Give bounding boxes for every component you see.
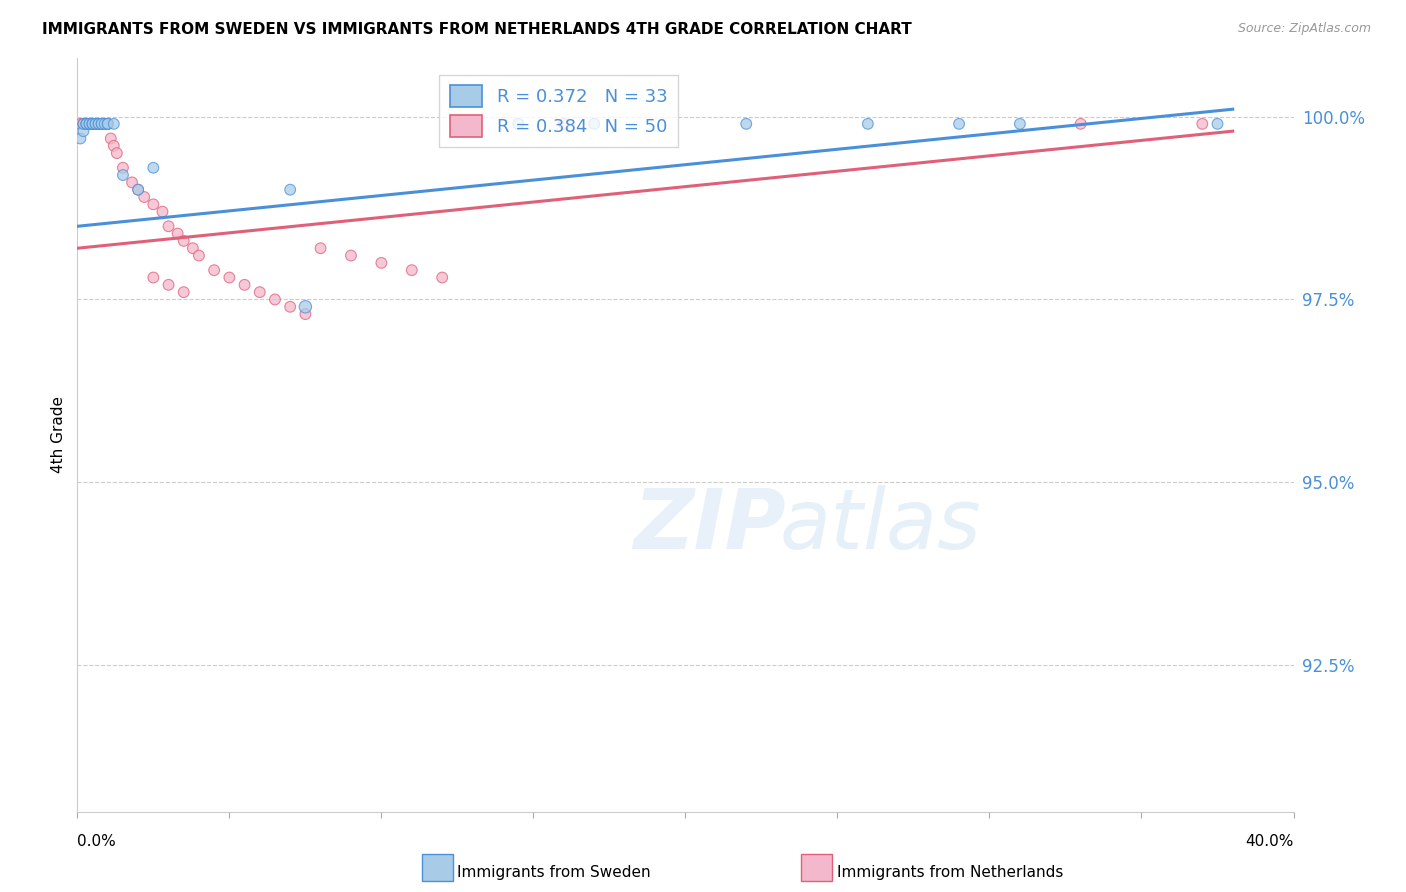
Point bbox=[79, 117, 101, 131]
Point bbox=[1191, 117, 1213, 131]
Point bbox=[103, 117, 125, 131]
Point bbox=[294, 300, 316, 314]
Point bbox=[90, 117, 112, 131]
Point bbox=[82, 117, 104, 131]
Point bbox=[249, 285, 271, 300]
Point bbox=[111, 168, 134, 182]
Y-axis label: 4th Grade: 4th Grade bbox=[51, 396, 66, 474]
Point bbox=[72, 124, 94, 138]
Point bbox=[84, 117, 107, 131]
Point bbox=[87, 117, 110, 131]
Point bbox=[134, 190, 156, 204]
Point bbox=[82, 117, 104, 131]
Point bbox=[72, 117, 94, 131]
Point bbox=[82, 117, 104, 131]
Point bbox=[264, 293, 287, 307]
Point bbox=[1070, 117, 1092, 131]
Point bbox=[948, 117, 970, 131]
Point bbox=[233, 277, 256, 292]
Point bbox=[72, 117, 94, 131]
Point bbox=[75, 117, 97, 131]
Point bbox=[142, 270, 165, 285]
Text: ZIP: ZIP bbox=[634, 484, 786, 566]
Point bbox=[401, 263, 423, 277]
Text: Immigrants from Netherlands: Immigrants from Netherlands bbox=[837, 865, 1063, 880]
Point bbox=[87, 117, 110, 131]
FancyBboxPatch shape bbox=[801, 854, 832, 881]
Point bbox=[735, 117, 758, 131]
Point bbox=[508, 117, 530, 131]
Point bbox=[202, 263, 225, 277]
Point bbox=[97, 117, 120, 131]
Point bbox=[127, 183, 149, 197]
Point bbox=[79, 117, 101, 131]
Point bbox=[370, 256, 392, 270]
FancyBboxPatch shape bbox=[422, 854, 453, 881]
Point bbox=[294, 307, 316, 321]
Point bbox=[1008, 117, 1031, 131]
Point bbox=[93, 117, 115, 131]
Text: atlas: atlas bbox=[779, 484, 981, 566]
Point bbox=[583, 117, 606, 131]
Point bbox=[432, 270, 454, 285]
Point bbox=[157, 219, 180, 234]
Point bbox=[278, 183, 301, 197]
Point bbox=[82, 117, 104, 131]
Point bbox=[127, 183, 149, 197]
Point bbox=[309, 241, 332, 255]
Point bbox=[553, 117, 575, 131]
Point bbox=[72, 117, 94, 131]
Point bbox=[218, 270, 240, 285]
Point bbox=[69, 117, 91, 131]
Point bbox=[157, 277, 180, 292]
Point bbox=[100, 131, 122, 145]
Point bbox=[97, 117, 120, 131]
Text: 0.0%: 0.0% bbox=[77, 834, 117, 848]
Point bbox=[166, 227, 188, 241]
Point bbox=[90, 117, 112, 131]
Point bbox=[103, 138, 125, 153]
Point bbox=[69, 131, 91, 145]
Point bbox=[340, 249, 363, 263]
Point bbox=[82, 117, 104, 131]
Text: IMMIGRANTS FROM SWEDEN VS IMMIGRANTS FROM NETHERLANDS 4TH GRADE CORRELATION CHAR: IMMIGRANTS FROM SWEDEN VS IMMIGRANTS FRO… bbox=[42, 22, 912, 37]
Point bbox=[75, 117, 97, 131]
Point bbox=[121, 175, 143, 189]
Point bbox=[1206, 117, 1229, 131]
Point bbox=[75, 117, 97, 131]
Text: 40.0%: 40.0% bbox=[1246, 834, 1294, 848]
Legend: R = 0.372   N = 33, R = 0.384   N = 50: R = 0.372 N = 33, R = 0.384 N = 50 bbox=[439, 75, 679, 147]
Point bbox=[97, 117, 120, 131]
Point bbox=[79, 117, 101, 131]
Text: Immigrants from Sweden: Immigrants from Sweden bbox=[457, 865, 651, 880]
Point bbox=[856, 117, 879, 131]
Point bbox=[142, 197, 165, 211]
Point bbox=[87, 117, 110, 131]
Point bbox=[90, 117, 112, 131]
Point bbox=[188, 249, 211, 263]
Point bbox=[93, 117, 115, 131]
Point bbox=[278, 300, 301, 314]
Point bbox=[75, 117, 97, 131]
Point bbox=[79, 117, 101, 131]
Point bbox=[87, 117, 110, 131]
Point bbox=[97, 117, 120, 131]
Point bbox=[90, 117, 112, 131]
Point bbox=[142, 161, 165, 175]
Text: Source: ZipAtlas.com: Source: ZipAtlas.com bbox=[1237, 22, 1371, 36]
Point bbox=[111, 161, 134, 175]
Point bbox=[84, 117, 107, 131]
Point bbox=[181, 241, 204, 255]
Point bbox=[173, 285, 195, 300]
Point bbox=[75, 117, 97, 131]
Point bbox=[152, 204, 174, 219]
Point bbox=[105, 146, 128, 161]
Point bbox=[84, 117, 107, 131]
Point bbox=[84, 117, 107, 131]
Point bbox=[173, 234, 195, 248]
